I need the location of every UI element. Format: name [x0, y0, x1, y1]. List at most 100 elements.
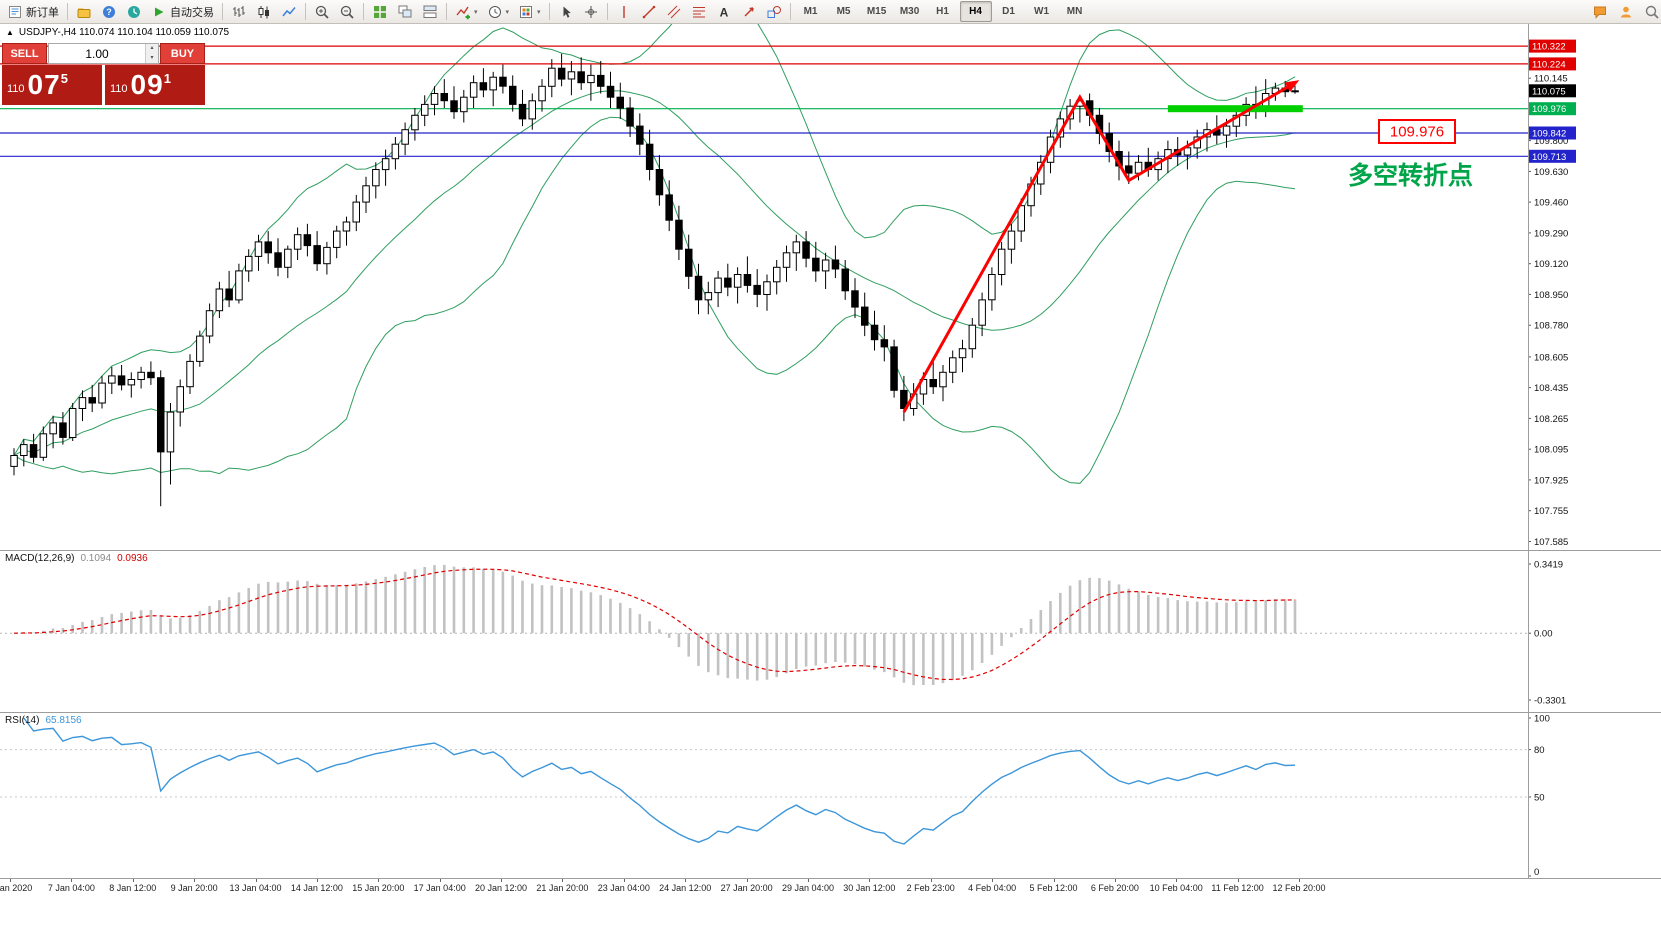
macd-panel-canvas[interactable]: 0.3419 0.00 -0.3301 [0, 550, 1661, 712]
timeframe-h4[interactable]: H4 [959, 1, 992, 22]
buy-button[interactable]: BUY [160, 43, 205, 64]
autotrade-button[interactable]: 自动交易 [147, 1, 218, 22]
toolbar-separator [606, 3, 608, 20]
svg-text:0: 0 [1534, 867, 1539, 878]
time-tick [746, 879, 748, 882]
svg-text:0.00: 0.00 [1534, 629, 1553, 640]
sell-button[interactable]: SELL [2, 43, 47, 64]
svg-text:109.976: 109.976 [1532, 104, 1566, 115]
market-watch-button[interactable] [122, 1, 146, 22]
timeframe-m15[interactable]: M15 [861, 1, 893, 22]
volume-field[interactable]: 1.00 ▴ ▾ [48, 43, 159, 64]
new-order-button-label: 新订单 [26, 6, 59, 19]
collapse-trade-panel-icon[interactable]: ▲ [6, 27, 14, 37]
time-label: 2 Jan 2020 [0, 883, 33, 893]
time-label: 2 Feb 23:00 [906, 883, 955, 893]
timeframe-h1[interactable]: H1 [927, 1, 959, 22]
symbol-ohlc-text: USDJPY-,H4 110.074 110.104 110.059 110.0… [18, 27, 230, 38]
channel-tool-button[interactable] [662, 1, 686, 22]
time-label: 20 Jan 12:00 [474, 883, 528, 893]
periods-icon [487, 4, 503, 20]
svg-text:109.800: 109.800 [1534, 136, 1568, 147]
time-label: 6 Feb 20:00 [1090, 883, 1139, 893]
indicators-button[interactable]: ▾ [451, 1, 482, 22]
arrows-icon [741, 4, 757, 20]
candlesticks [10, 53, 1299, 507]
time-tick [132, 879, 134, 882]
zoom-out-button[interactable] [335, 1, 359, 22]
svg-text:107.755: 107.755 [1534, 506, 1568, 517]
community-button[interactable] [1614, 1, 1638, 22]
timeframe-d1[interactable]: D1 [993, 1, 1025, 22]
time-axis[interactable]: 2 Jan 2020 7 Jan 04:00 8 Jan 12:00 9 Jan 20… [0, 879, 1661, 897]
volume-up-button[interactable]: ▴ [146, 44, 158, 54]
toolbar-left-group: 新订单? 自动交易 ▾ ▾ ▾ A M1 M5 M15 M30 H1 H4 D1 W1 MN [3, 1, 1588, 22]
indicators-icon [455, 4, 471, 20]
sell-price-prefix: 110 [7, 83, 25, 95]
macd-axis[interactable]: 0.3419 0.00 -0.3301 [1528, 560, 1566, 707]
rsi-axis[interactable]: 100 80 50 0 [1528, 714, 1550, 879]
help-button[interactable]: ? [97, 1, 121, 22]
trendline-icon [641, 4, 657, 20]
arrows-tool-button[interactable] [737, 1, 761, 22]
rsi-line [23, 717, 1296, 845]
sell-price-display[interactable]: 110 07 5 [2, 65, 102, 105]
cascade-windows-button[interactable] [393, 1, 417, 22]
crosshair-tool-button[interactable] [579, 1, 603, 22]
line-chart-mode-button[interactable] [277, 1, 301, 22]
timeframe-m5[interactable]: M5 [828, 1, 860, 22]
volume-down-button[interactable]: ▾ [146, 53, 158, 63]
macd-panel-resize-separator[interactable] [0, 550, 1661, 551]
cascade-icon [397, 4, 413, 20]
templates-button[interactable]: ▾ [514, 1, 545, 22]
buy-price-sup: 1 [163, 71, 171, 86]
timeframe-mn[interactable]: MN [1059, 1, 1091, 22]
buy-price-display[interactable]: 110 09 1 [105, 65, 205, 105]
macd-histogram [22, 564, 1297, 686]
trend-arrow-annotation[interactable] [902, 80, 1300, 413]
line-chart-icon [281, 4, 297, 20]
timeframe-m30[interactable]: M30 [894, 1, 926, 22]
time-label: 8 Jan 12:00 [109, 883, 157, 893]
candlestick-mode-button[interactable] [252, 1, 276, 22]
timeframe-w1[interactable]: W1 [1026, 1, 1058, 22]
trendline-tool-button[interactable] [637, 1, 661, 22]
timeframe-m30-label: M30 [899, 6, 920, 17]
profiles-icon [76, 4, 92, 20]
dropdown-caret-icon: ▾ [474, 8, 478, 16]
zoom-in-button[interactable] [310, 1, 334, 22]
bar-chart-mode-button[interactable] [227, 1, 251, 22]
price-tag-annotation[interactable]: 109.976 [1378, 119, 1456, 144]
time-tick [623, 879, 625, 882]
shapes-tool-button[interactable] [762, 1, 786, 22]
cursor-tool-button[interactable] [554, 1, 578, 22]
note-annotation[interactable]: 多空转折点 [1348, 161, 1473, 190]
time-tick [1237, 879, 1239, 882]
timeframe-mn-label: MN [1066, 6, 1083, 17]
search-button[interactable] [1640, 1, 1661, 22]
profiles-button[interactable] [72, 1, 96, 22]
rsi-panel-resize-separator[interactable] [0, 712, 1661, 713]
horizontal-level-lines[interactable] [0, 45, 1528, 157]
price-axis[interactable]: 110.145 109.800 109.630 109.460 109.290 109.1… [1528, 39, 1576, 548]
vline-icon [616, 4, 632, 20]
tile-windows-button[interactable] [368, 1, 392, 22]
support-highlight-annotation[interactable] [1167, 105, 1303, 113]
fibonacci-tool-button[interactable] [687, 1, 711, 22]
community-icon [1618, 4, 1634, 20]
chat-button[interactable] [1588, 1, 1612, 22]
new-order-button[interactable]: 新订单 [3, 1, 63, 22]
svg-text:A: A [719, 5, 728, 19]
timeframe-m1[interactable]: M1 [795, 1, 827, 22]
main-chart-canvas[interactable]: 109.976 多空转折点 110.145 109.800 109.630 109.460… [0, 24, 1661, 550]
rsi-panel-canvas[interactable]: 100 80 50 0 [0, 712, 1661, 878]
time-tick [808, 879, 809, 882]
periods-button[interactable]: ▾ [483, 1, 514, 22]
arrange-windows-button[interactable] [418, 1, 442, 22]
time-label: 11 Feb 12:00 [1211, 883, 1264, 893]
vertical-line-tool-button[interactable] [612, 1, 636, 22]
bollinger-bands [13, 24, 1296, 484]
volume-value[interactable]: 1.00 [85, 46, 109, 61]
text-tool-button[interactable]: A [712, 1, 736, 22]
svg-text:109.630: 109.630 [1534, 167, 1568, 178]
